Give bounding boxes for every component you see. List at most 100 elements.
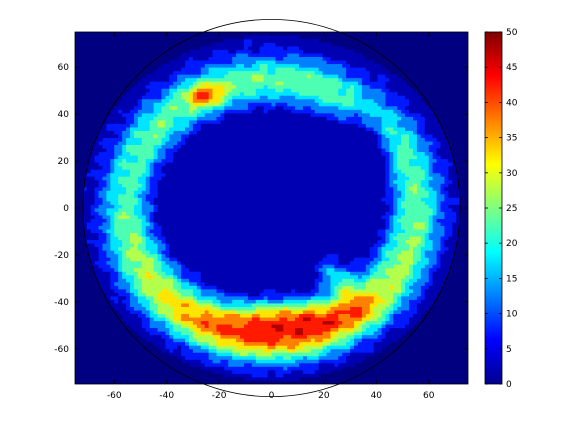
field-cell (177, 253, 182, 258)
field-cell (153, 148, 158, 153)
field-cell (133, 120, 139, 124)
field-cell (204, 84, 210, 89)
field-cell (283, 200, 288, 205)
field-cell (208, 162, 213, 167)
field-cell (271, 137, 276, 142)
field-cell (299, 105, 304, 110)
field-cell (141, 179, 147, 184)
field-cell (126, 134, 131, 138)
field-cell (302, 200, 308, 205)
field-cell (263, 299, 268, 304)
field-cell (114, 271, 119, 276)
field-cell (228, 274, 233, 279)
field-cell (133, 116, 139, 121)
field-cell (126, 186, 131, 191)
field-cell (169, 288, 174, 293)
field-cell (287, 310, 292, 314)
field-cell (126, 120, 131, 124)
field-cell (279, 193, 284, 198)
field-cell (255, 239, 261, 244)
field-cell (106, 158, 111, 163)
field-cell (177, 215, 182, 219)
field-cell (192, 246, 198, 251)
field-cell (181, 303, 186, 307)
field-cell (114, 246, 119, 251)
field-cell (240, 306, 245, 311)
field-cell (243, 112, 249, 117)
field-cell (263, 105, 268, 110)
field-cell (192, 84, 198, 89)
field-cell (204, 327, 210, 332)
field-cell (275, 60, 280, 65)
field-cell (192, 74, 198, 79)
field-cell (243, 299, 249, 304)
field-cell (196, 257, 202, 262)
field-cell (141, 327, 147, 332)
field-cell (232, 141, 237, 146)
field-cell (173, 95, 178, 100)
field-cell (90, 148, 96, 153)
field-cell (130, 320, 135, 325)
field-cell (204, 281, 210, 286)
field-cell (185, 246, 190, 251)
field-cell (275, 215, 280, 219)
field-cell (149, 310, 154, 314)
field-cell (208, 200, 213, 205)
field-cell (310, 296, 316, 300)
field-cell (306, 169, 312, 174)
field-cell (251, 151, 257, 156)
field-cell (185, 162, 190, 167)
field-cell (181, 246, 186, 251)
field-cell (291, 264, 296, 269)
field-cell (314, 222, 320, 226)
field-cell (255, 197, 261, 202)
field-cell (306, 310, 312, 314)
field-cell (177, 70, 182, 75)
field-cell (302, 84, 308, 89)
field-cell (232, 116, 237, 121)
field-cell (153, 253, 158, 258)
field-cell (208, 313, 213, 318)
field-cell (173, 341, 178, 346)
field-cell (302, 112, 308, 117)
field-cell (306, 197, 312, 202)
field-cell (299, 218, 304, 223)
field-cell (106, 144, 111, 149)
field-cell (169, 144, 174, 149)
field-cell (130, 208, 135, 212)
field-cell (243, 81, 249, 86)
field-cell (220, 355, 225, 360)
field-cell (314, 310, 320, 314)
field-cell (275, 292, 280, 297)
field-cell (228, 257, 233, 262)
field-cell (126, 243, 131, 248)
field-cell (240, 208, 245, 212)
field-cell (94, 246, 99, 251)
field-cell (259, 292, 265, 297)
field-cell (224, 197, 229, 202)
field-cell (110, 264, 115, 269)
field-cell (220, 299, 225, 304)
field-cell (126, 148, 131, 153)
field-cell (181, 331, 186, 336)
field-cell (130, 324, 135, 329)
field-cell (267, 218, 272, 223)
field-cell (243, 334, 249, 339)
field-cell (259, 352, 265, 357)
field-cell (271, 134, 276, 138)
field-cell (86, 169, 92, 174)
field-cell (157, 208, 162, 212)
field-cell (302, 63, 308, 68)
field-cell (310, 162, 316, 167)
field-cell (306, 70, 312, 75)
field-cell (314, 134, 320, 138)
field-cell (224, 81, 229, 86)
field-cell (295, 120, 300, 124)
field-cell (212, 42, 217, 47)
field-cell (247, 162, 253, 167)
field-cell (118, 190, 123, 195)
field-cell (291, 232, 296, 237)
field-cell (173, 151, 178, 156)
field-cell (295, 264, 300, 269)
field-cell (94, 229, 99, 234)
